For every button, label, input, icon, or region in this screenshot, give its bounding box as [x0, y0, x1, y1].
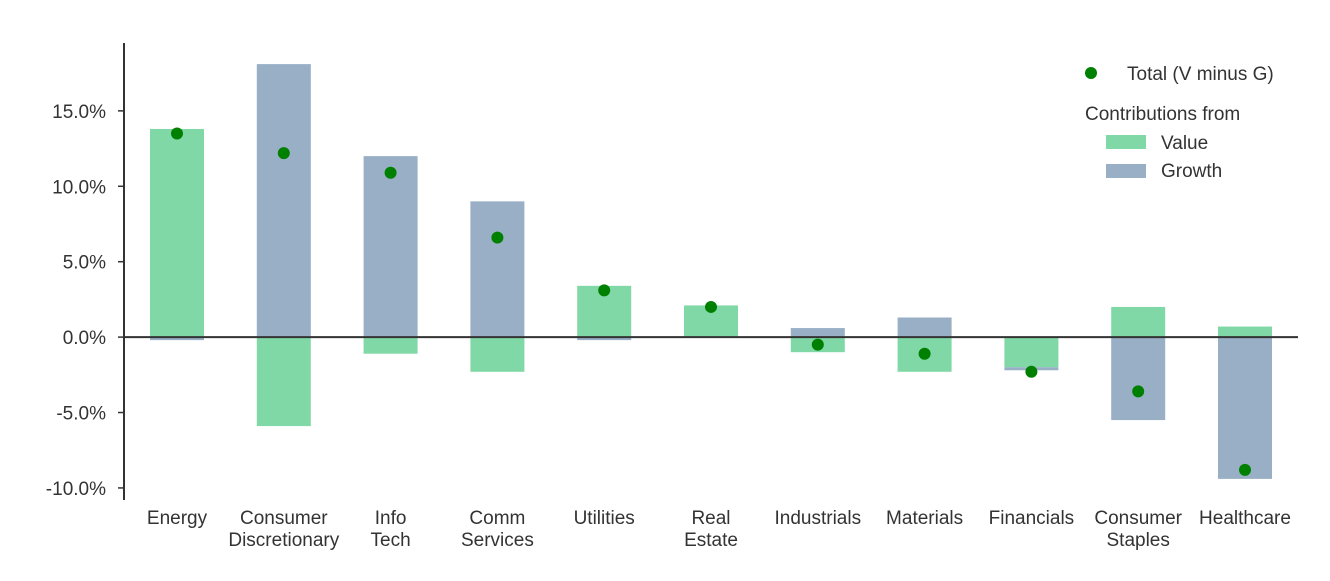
y-tick-label: -10.0%: [46, 479, 106, 500]
growth-bar: [256, 64, 311, 338]
total-point: [598, 284, 611, 297]
total-point: [384, 166, 397, 179]
value-bar: [150, 128, 204, 338]
growth-bar: [897, 317, 952, 338]
category-label: Comm Services: [461, 508, 534, 551]
total-point: [277, 147, 290, 160]
total-point: [705, 300, 717, 313]
growth-bar: [790, 328, 845, 338]
growth-bar: [150, 337, 204, 341]
category-label: Industrials: [774, 508, 861, 529]
bars-layer: [150, 64, 1272, 479]
legend-subtitle: Contributions from: [1085, 104, 1240, 125]
value-bar: [1218, 326, 1272, 338]
category-label: Utilities: [574, 508, 635, 529]
growth-bar: [1111, 337, 1166, 421]
total-point: [811, 338, 824, 351]
growth-bar: [1218, 337, 1272, 479]
category-label: Financials: [989, 508, 1075, 529]
y-tick-label: 15.0%: [52, 102, 106, 123]
category-label: Healthcare: [1199, 508, 1291, 529]
total-point: [171, 127, 183, 140]
growth-bar: [577, 337, 632, 341]
y-tick-label: 5.0%: [63, 253, 106, 274]
total-point: [918, 347, 931, 360]
legend-growth-swatch: [1106, 164, 1146, 178]
total-point: [1239, 463, 1251, 476]
total-point: [491, 231, 504, 244]
category-label: Real Estate: [684, 508, 738, 551]
y-tick-label: -5.0%: [56, 404, 106, 425]
value-bar: [363, 337, 418, 354]
legend-value-label: Value: [1161, 133, 1208, 154]
legend-total-marker: [1085, 67, 1097, 79]
value-bar: [1111, 306, 1166, 338]
legend-growth-label: Growth: [1161, 161, 1222, 182]
legend: Total (V minus G) Contributions from Val…: [1085, 64, 1274, 182]
total-point: [1025, 365, 1038, 378]
legend-value-swatch: [1106, 135, 1146, 149]
y-tick-label: 0.0%: [63, 328, 106, 349]
growth-bar: [470, 201, 525, 338]
category-label: Materials: [886, 508, 963, 529]
y-tick-label: 10.0%: [52, 177, 106, 198]
value-bar: [256, 337, 311, 427]
value-bar: [470, 337, 525, 372]
legend-total-label: Total (V minus G): [1127, 64, 1274, 85]
total-point: [1132, 385, 1145, 398]
total-points: [171, 127, 1251, 476]
category-label: Energy: [147, 508, 208, 529]
y-ticks: -10.0% -5.0% 0.0% 5.0% 10.0% 15.0%: [46, 102, 124, 500]
growth-bar: [363, 156, 418, 338]
category-labels: Energy Consumer Discretionary Info Tech Comm S…: [147, 508, 1291, 551]
category-label: Info Tech: [371, 508, 411, 551]
category-label: Consumer Discretionary: [228, 508, 339, 551]
value-bar: [1004, 337, 1059, 368]
category-label: Consumer Staples: [1094, 508, 1182, 551]
